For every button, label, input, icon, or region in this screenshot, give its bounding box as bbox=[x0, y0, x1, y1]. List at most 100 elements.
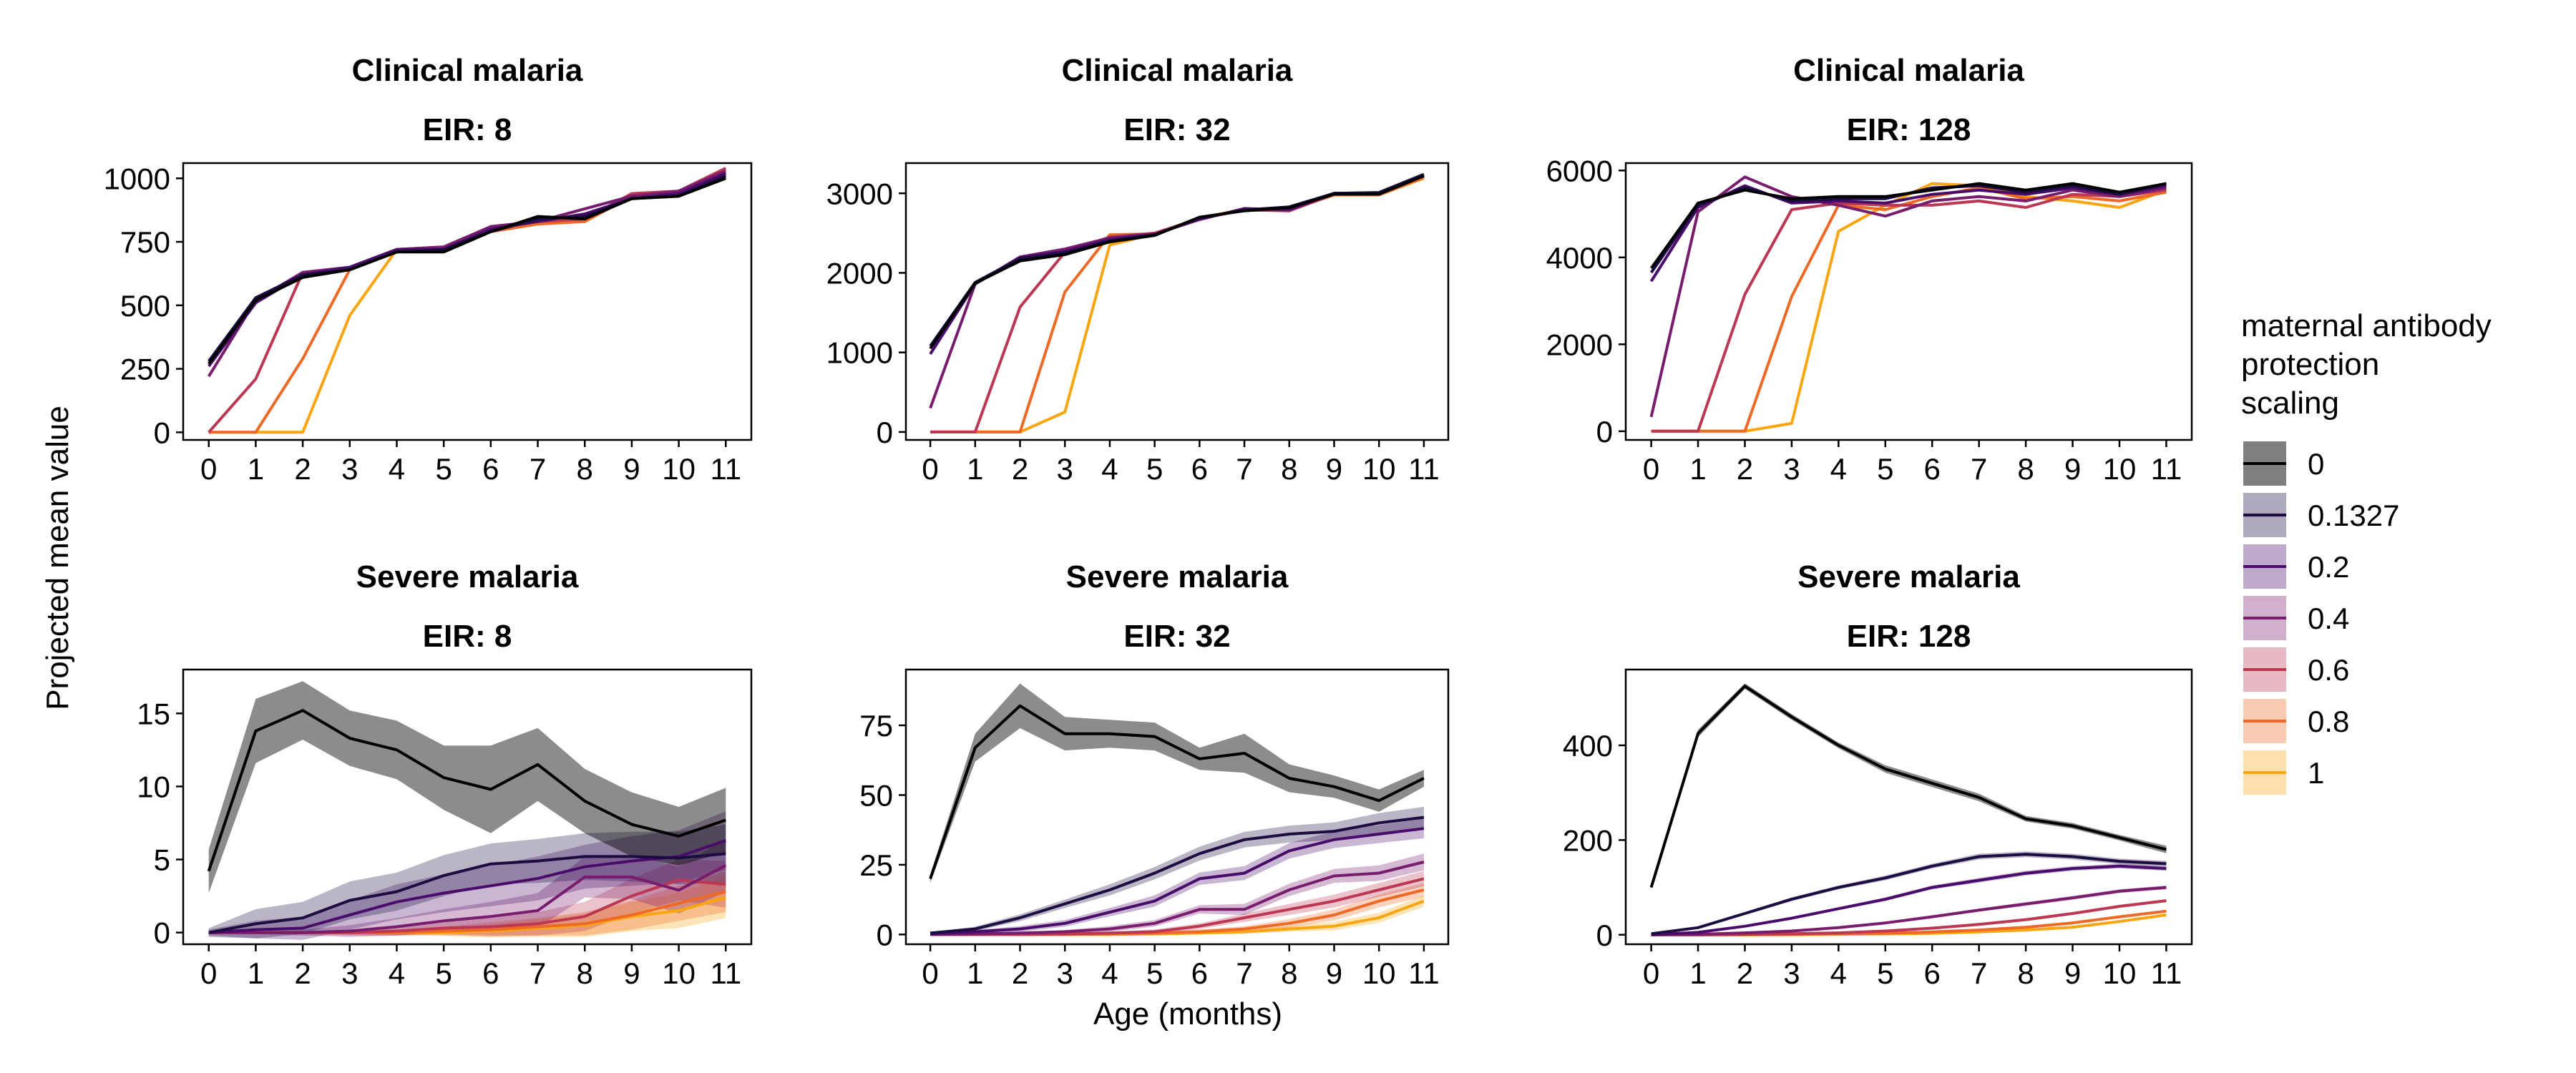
x-tick-label: 9 bbox=[2064, 956, 2081, 990]
legend-label: 1 bbox=[2308, 756, 2324, 790]
x-tick-label: 11 bbox=[2151, 452, 2182, 486]
y-tick-label: 1000 bbox=[826, 336, 893, 370]
series-band bbox=[1651, 910, 2167, 935]
y-tick-label: 75 bbox=[859, 709, 893, 743]
series-lines bbox=[1649, 685, 2167, 936]
panel-frame bbox=[182, 162, 753, 441]
x-tick-label: 5 bbox=[1877, 452, 1893, 486]
y-axis-label: Projected mean value bbox=[40, 406, 75, 710]
panel-subtitle: EIR: 8 bbox=[423, 112, 512, 147]
x-tick-label: 7 bbox=[530, 452, 546, 486]
x-tick-label: 8 bbox=[1281, 956, 1297, 990]
x-tick-label: 4 bbox=[1830, 452, 1847, 486]
x-tick-label: 10 bbox=[662, 956, 696, 990]
series-line bbox=[208, 174, 727, 363]
x-tick-label: 11 bbox=[1408, 956, 1440, 990]
legend-title: protection bbox=[2241, 347, 2379, 382]
x-tick-label: 6 bbox=[1191, 452, 1208, 486]
x-tick-label: 5 bbox=[1877, 956, 1893, 990]
series-line bbox=[208, 172, 727, 368]
confidence-bands bbox=[1651, 683, 2167, 936]
series-line bbox=[207, 169, 727, 378]
x-tick-label: 9 bbox=[2064, 452, 2081, 486]
x-tick-label: 3 bbox=[1783, 956, 1800, 990]
legend-key bbox=[2243, 544, 2286, 589]
x-tick-label: 4 bbox=[389, 956, 405, 990]
series-line bbox=[929, 172, 1425, 347]
series-line bbox=[208, 167, 727, 433]
y-tick-label: 0 bbox=[1596, 415, 1613, 449]
series-band bbox=[930, 806, 1424, 934]
y-tick-label: 6000 bbox=[1546, 154, 1613, 187]
y-tick-label: 1000 bbox=[104, 162, 170, 195]
x-tick-label: 8 bbox=[577, 452, 593, 486]
x-tick-label: 9 bbox=[1326, 452, 1342, 486]
series-lines bbox=[1649, 175, 2167, 433]
x-tick-label: 1 bbox=[967, 956, 983, 990]
y-tick-label: 3000 bbox=[826, 177, 893, 210]
legend-key bbox=[2243, 441, 2286, 486]
x-tick-label: 10 bbox=[662, 452, 696, 486]
panel-title: Severe malaria bbox=[356, 559, 579, 594]
panel-title: Severe malaria bbox=[1797, 559, 2020, 594]
y-tick-label: 0 bbox=[1596, 918, 1613, 952]
x-tick-label: 2 bbox=[294, 956, 311, 990]
series-line bbox=[208, 172, 727, 434]
series-line bbox=[208, 172, 727, 434]
series-line bbox=[1651, 186, 2167, 433]
series-band bbox=[930, 853, 1424, 935]
x-tick-label: 1 bbox=[248, 452, 264, 486]
legend-label: 0.6 bbox=[2308, 653, 2349, 687]
series-line bbox=[1651, 909, 2167, 936]
x-tick-label: 7 bbox=[1971, 956, 1987, 990]
x-tick-label: 4 bbox=[1101, 452, 1118, 486]
x-tick-label: 8 bbox=[2017, 452, 2034, 486]
series-line bbox=[1651, 853, 2167, 936]
y-tick-label: 0 bbox=[877, 918, 893, 951]
y-tick-label: 5 bbox=[154, 843, 170, 877]
x-tick-label: 3 bbox=[341, 452, 358, 486]
confidence-bands bbox=[208, 681, 726, 940]
series-line bbox=[1649, 182, 2167, 270]
y-tick-label: 0 bbox=[877, 416, 893, 449]
x-axis-label: Age (months) bbox=[1093, 996, 1282, 1032]
panel-title: Severe malaria bbox=[1066, 559, 1289, 594]
x-tick-label: 11 bbox=[2151, 956, 2182, 990]
x-tick-label: 5 bbox=[1146, 956, 1163, 990]
panel-subtitle: EIR: 128 bbox=[1847, 112, 1971, 147]
panel-frame bbox=[904, 162, 1450, 441]
series-line bbox=[930, 176, 1425, 433]
series-line bbox=[930, 827, 1425, 936]
x-tick-label: 0 bbox=[200, 956, 217, 990]
series-line bbox=[1651, 886, 2167, 936]
y-tick-label: 2000 bbox=[1546, 328, 1613, 361]
y-tick-label: 750 bbox=[120, 225, 170, 259]
x-tick-label: 5 bbox=[435, 452, 452, 486]
legend-label: 0.2 bbox=[2308, 550, 2349, 584]
x-tick-label: 7 bbox=[1971, 452, 1987, 486]
series-line bbox=[1649, 685, 2167, 888]
x-tick-label: 8 bbox=[2017, 956, 2034, 990]
series-lines bbox=[207, 709, 727, 934]
x-tick-label: 3 bbox=[1783, 452, 1800, 486]
series-band bbox=[208, 859, 726, 936]
y-tick-label: 10 bbox=[137, 770, 170, 803]
series-line bbox=[930, 177, 1425, 433]
panel-subtitle: EIR: 128 bbox=[1847, 619, 1971, 654]
x-tick-label: 7 bbox=[1236, 452, 1252, 486]
x-tick-label: 0 bbox=[1643, 452, 1659, 486]
x-tick-label: 6 bbox=[482, 956, 499, 990]
x-tick-label: 3 bbox=[341, 956, 358, 990]
y-tick-label: 25 bbox=[859, 848, 893, 882]
panel-frame bbox=[904, 668, 1450, 946]
y-tick-label: 250 bbox=[120, 353, 170, 386]
series-line bbox=[207, 709, 726, 872]
y-tick-label: 15 bbox=[137, 697, 170, 730]
y-tick-label: 50 bbox=[859, 778, 893, 812]
x-tick-label: 6 bbox=[1924, 452, 1941, 486]
